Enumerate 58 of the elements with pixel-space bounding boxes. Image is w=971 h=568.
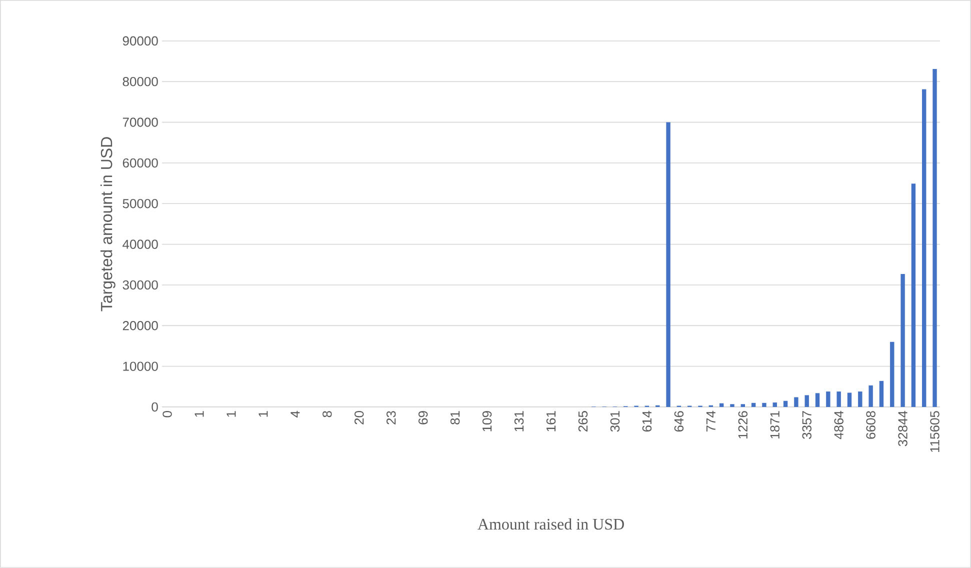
- x-tick-label: 109: [482, 411, 492, 432]
- y-tick-label: 20000: [122, 321, 158, 330]
- y-tick-label: 30000: [122, 280, 158, 290]
- bar: [847, 392, 852, 408]
- bar: [836, 392, 841, 408]
- x-axis-title: Amount raised in USD: [478, 518, 624, 530]
- bar: [719, 403, 724, 408]
- y-tick-label: 60000: [122, 158, 158, 168]
- x-tick-label: 1226: [738, 411, 748, 438]
- bar: [922, 89, 926, 408]
- x-tick-label: 4864: [834, 410, 844, 440]
- x-tick-label: 0: [162, 411, 172, 418]
- x-tick-label: 4: [290, 410, 300, 418]
- bar: [730, 404, 734, 408]
- y-tick-label: 50000: [122, 199, 158, 208]
- x-tick-label: 774: [706, 410, 716, 432]
- x-tick-label: 1871: [770, 411, 780, 438]
- y-tick-label: 70000: [122, 118, 158, 127]
- bar: [879, 380, 884, 408]
- x-tick-label: 1: [258, 411, 268, 417]
- x-tick-label: 20: [354, 411, 364, 424]
- y-tick-label: 40000: [122, 240, 158, 249]
- bar: [783, 400, 788, 408]
- bar: [666, 122, 670, 408]
- x-tick-label: 646: [674, 411, 684, 432]
- bar: [751, 402, 756, 408]
- bar: [772, 402, 777, 408]
- x-tick-label: 8: [322, 411, 332, 418]
- x-tick-label: 131: [514, 411, 524, 432]
- bar: [932, 69, 937, 408]
- x-tick-label: 115605: [930, 411, 940, 452]
- bar: [815, 393, 820, 408]
- bar: [911, 184, 916, 408]
- bar: [890, 342, 894, 408]
- bar: [826, 392, 830, 408]
- bar: [740, 404, 745, 408]
- y-tick-label: 90000: [122, 36, 158, 46]
- bar: [868, 385, 873, 408]
- bar: [762, 402, 766, 408]
- x-tick-label: 161: [546, 411, 556, 432]
- bar: [794, 397, 798, 408]
- bar: [900, 274, 905, 408]
- x-tick-label: 81: [450, 411, 460, 424]
- bar: [858, 392, 862, 408]
- x-tick-label: 301: [610, 411, 620, 432]
- bar: [804, 395, 809, 408]
- x-tick-label: 614: [642, 410, 652, 432]
- x-tick-label: 3357: [802, 411, 812, 439]
- x-tick-label: 69: [418, 411, 428, 424]
- x-tick-label: 32844: [898, 410, 908, 446]
- y-axis-title: Targeted amount in USD: [100, 137, 116, 312]
- x-tick-label: 265: [578, 411, 588, 432]
- x-tick-label: 1: [226, 411, 236, 417]
- y-tick-label: 10000: [123, 362, 158, 371]
- x-tick-label: 1: [194, 411, 204, 417]
- x-tick-label: 23: [386, 411, 396, 424]
- y-tick-label: 80000: [122, 77, 158, 86]
- x-tick-label: 6608: [866, 411, 876, 439]
